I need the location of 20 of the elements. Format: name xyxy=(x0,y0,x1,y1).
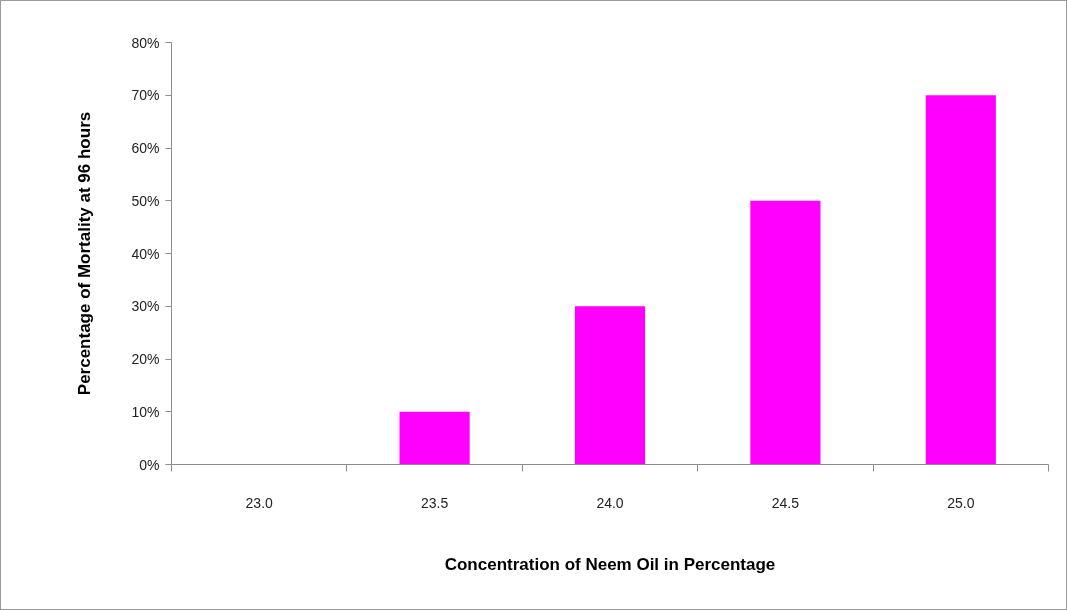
y-tick-label: 50% xyxy=(131,192,160,209)
y-tick-label: 10% xyxy=(131,403,160,420)
x-axis-title: Concentration of Neem Oil in Percentage xyxy=(444,554,776,574)
bar xyxy=(574,306,646,465)
bar xyxy=(399,411,470,465)
y-tick-label: 20% xyxy=(131,351,160,367)
y-tick-label: 40% xyxy=(131,245,160,262)
y-tick-label: 80% xyxy=(131,34,160,51)
x-tick-label: 24.5 xyxy=(771,494,800,511)
y-tick-label: 70% xyxy=(131,87,160,104)
x-tick-label: 23.0 xyxy=(245,494,274,511)
bar xyxy=(750,200,821,465)
x-tick-label: 24.0 xyxy=(596,494,624,511)
bar xyxy=(925,95,996,465)
y-tick-label: 30% xyxy=(131,298,160,315)
y-tick-label: 60% xyxy=(131,140,160,156)
y-axis-title: Percentage of Mortality at 96 hours xyxy=(75,111,95,396)
x-tick-label: 23.5 xyxy=(420,494,449,511)
y-tick-label: 0% xyxy=(139,456,160,473)
x-tick-label: 25.0 xyxy=(947,494,975,511)
